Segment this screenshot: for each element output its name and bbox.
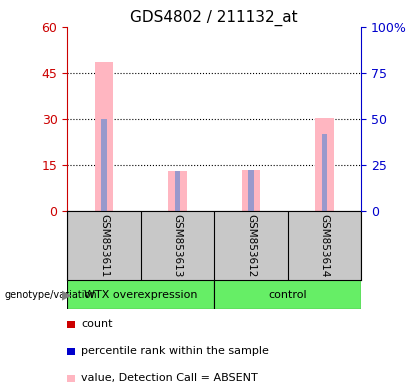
- Bar: [95, 62, 113, 211]
- Bar: [67, 280, 214, 309]
- Bar: [101, 119, 107, 211]
- Bar: [248, 170, 254, 211]
- Bar: [214, 280, 361, 309]
- Text: value, Detection Call = ABSENT: value, Detection Call = ABSENT: [81, 373, 258, 383]
- Text: GSM853613: GSM853613: [173, 214, 182, 278]
- Text: GSM853612: GSM853612: [246, 214, 256, 278]
- Bar: [315, 118, 333, 211]
- Text: GSM853611: GSM853611: [99, 214, 109, 278]
- Bar: [175, 171, 180, 211]
- Bar: [168, 171, 186, 211]
- Text: GSM853614: GSM853614: [320, 214, 329, 278]
- Text: count: count: [81, 319, 113, 329]
- Bar: [242, 170, 260, 211]
- Text: percentile rank within the sample: percentile rank within the sample: [81, 346, 269, 356]
- Text: control: control: [268, 290, 307, 300]
- Text: ▶: ▶: [62, 288, 72, 301]
- Bar: [322, 134, 327, 211]
- Title: GDS4802 / 211132_at: GDS4802 / 211132_at: [130, 9, 298, 25]
- Text: genotype/variation: genotype/variation: [4, 290, 97, 300]
- Text: WTX overexpression: WTX overexpression: [84, 290, 197, 300]
